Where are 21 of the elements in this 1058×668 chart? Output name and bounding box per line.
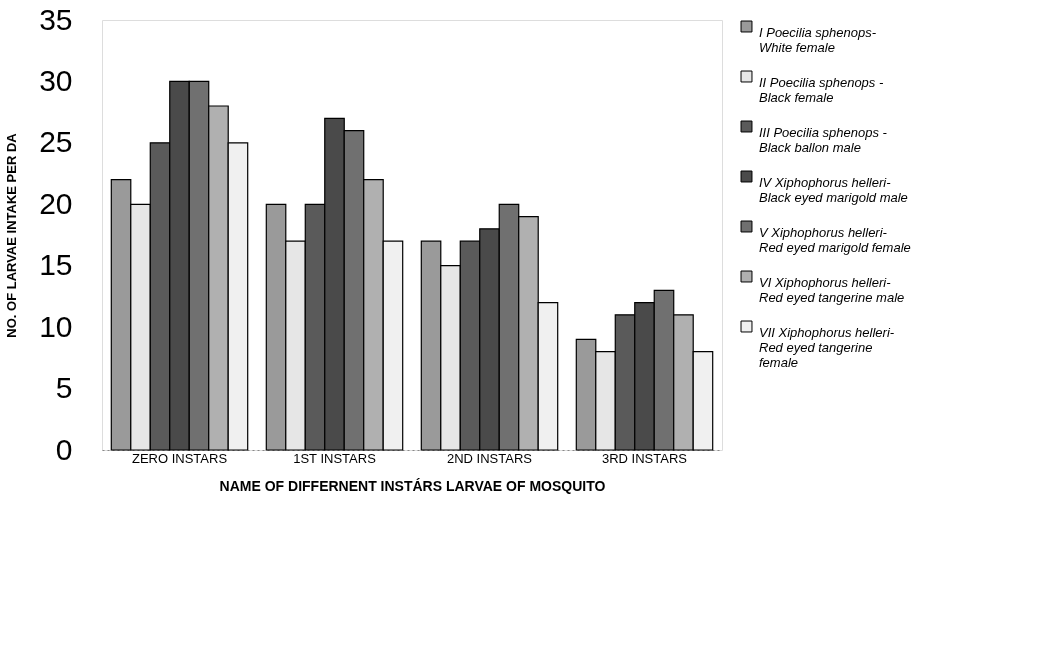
x-tick-label: 2ND INSTARS bbox=[447, 450, 533, 466]
legend-label: III Poecilia sphenops - Black ballon male bbox=[759, 124, 888, 155]
y-tick-label: 15 bbox=[39, 248, 73, 282]
y-tick-label: 25 bbox=[39, 125, 73, 159]
y-tick-label: 30 bbox=[39, 63, 73, 97]
x-tick-label: 1ST INSTARS bbox=[293, 450, 377, 466]
legend-label: V Xiphophorus helleri- Red eyed marigold female bbox=[759, 224, 911, 255]
legend-label: VI Xiphophorus helleri- Red eyed tangerine male bbox=[759, 274, 905, 305]
legend-label: VII Xiphophorus helleri- Red eyed tangerine female bbox=[759, 324, 895, 370]
legend-label: IV Xiphophorus helleri- Black eyed marigold male bbox=[759, 174, 908, 205]
y-tick-label: 20 bbox=[39, 186, 73, 220]
legend-label: II Poecilia sphenops - Black female bbox=[759, 74, 884, 105]
legend-label: I Poecilia sphenops- White female bbox=[759, 24, 877, 55]
y-axis-title: NO. OF LARVAE INTAKE PER DA bbox=[4, 132, 20, 338]
x-tick-label: ZERO INSTARS bbox=[131, 450, 228, 466]
x-tick-label: 3RD INSTARS bbox=[602, 450, 688, 466]
y-tick-label: 0 bbox=[55, 432, 73, 466]
y-tick-label: 5 bbox=[55, 371, 73, 405]
y-tick-label: 10 bbox=[39, 309, 73, 343]
y-tick-label: 35 bbox=[39, 2, 73, 36]
x-axis-title: NAME OF DIFFERNENT INSTÁRS LARVAE OF MOSQUITO bbox=[219, 477, 606, 494]
